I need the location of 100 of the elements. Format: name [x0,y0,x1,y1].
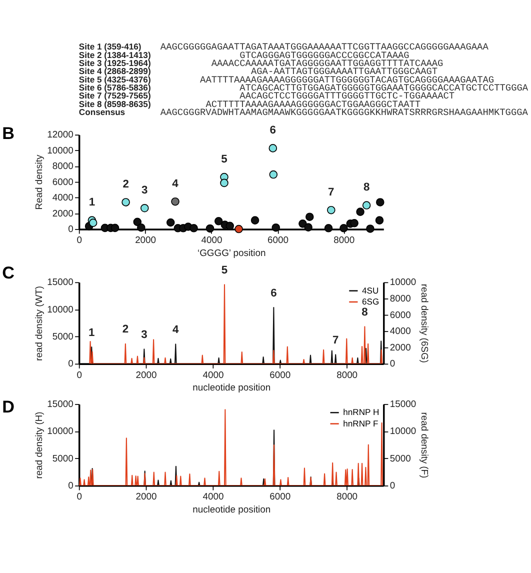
annotation: 6 [270,287,277,300]
legend-label: 4SU [362,285,379,296]
point [234,224,243,234]
x-tick-label: 8000 [334,234,355,246]
y-axis-title: Read density [32,154,44,210]
annotation: 8 [363,182,370,194]
y-tick-label: 8000 [52,160,74,172]
point [376,198,384,206]
y-tick-label: 15000 [47,398,74,410]
y2-tick-label: 8000 [390,292,411,304]
y-tick-label: 4000 [52,192,74,203]
y2-tick-label: 5000 [390,452,411,464]
point [350,219,358,228]
annotation: 2 [122,178,129,191]
legend-label: hnRNP H [343,407,380,418]
x-tick-label: 4000 [201,234,222,246]
y-axis-title: read density (WT) [32,286,44,361]
y-tick-label: 12000 [47,128,74,140]
point [304,223,312,232]
y2-tick-label: 10000 [390,276,416,288]
point [340,224,348,232]
point [206,224,214,233]
y-tick-label: 0 [68,223,74,234]
y-tick-label: 10000 [47,144,74,156]
x-tick-label: 8000 [336,490,358,502]
x-tick-label: 4000 [202,368,224,380]
y-tick-label: 2000 [52,207,74,218]
x-axis-title: nucleotide position [192,504,271,515]
x-axis-title: ‘GGGG’ position [197,247,266,258]
legend-label: 6SG [362,296,380,307]
y2-tick-label: 0 [390,358,396,369]
point [268,144,278,152]
y-axis-title: read density (H) [32,412,44,479]
point [133,218,142,226]
chart-title: B [2,122,15,143]
text: AAGCGGGRVADWHTAAMAGMAAWKGGGGGAATKGGGGKKHWRATSRRRGRSHAAGAAHMKTGGGA [160,107,528,118]
y-tick-label: 15000 [47,276,74,288]
y-tick-label: 5000 [52,330,74,342]
x-axis-title: nucleotide position [192,382,271,393]
annotation: 4 [172,324,180,336]
x-tick-label: 6000 [267,234,288,246]
point [327,206,336,214]
x-tick-label: 0 [76,368,82,380]
category-label: Site 1 (359-416) [78,42,142,52]
point [88,218,98,227]
y-tick-label: 6000 [52,176,74,187]
y2-axis-title: read density (F) [419,412,430,478]
point [305,212,314,221]
y2-tick-label: 4000 [390,325,411,336]
x-tick-label: 6000 [270,368,291,380]
annotation: 5 [221,264,228,277]
y2-tick-label: 2000 [390,341,411,352]
annotation: 8 [362,306,368,318]
annotation: 6 [270,124,276,137]
y-tick-label: 5000 [52,452,74,464]
y-tick-label: 0 [68,480,74,491]
category-label: Site 6 (5786-5836) [78,82,151,93]
point [366,224,374,233]
category-label: Site 7 (7529-7565) [78,90,151,101]
annotation: 3 [141,329,148,341]
point [220,178,228,188]
annotation: 3 [142,184,148,197]
x-tick-label: 8000 [336,368,358,380]
point [166,218,175,227]
y-tick-label: 0 [68,358,74,369]
point [375,216,384,224]
annotation: 2 [122,324,129,336]
category-label: Site 4 (2868-2899) [78,66,151,76]
x-tick-label: 2000 [136,368,157,380]
point [190,224,198,232]
y2-tick-label: 6000 [390,308,411,320]
annotation: 1 [88,196,96,209]
legend-label: hnRNP F [343,418,378,428]
x-tick-label: 0 [76,490,82,502]
point [110,224,120,232]
point [324,224,333,232]
y2-tick-label: 10000 [390,425,416,436]
point [269,170,278,179]
point [362,201,371,210]
x-tick-label: 4000 [202,490,224,502]
x-tick-label: 6000 [270,490,291,502]
point [171,197,180,206]
point [214,217,223,226]
line-series [89,284,383,364]
annotation: 7 [332,334,339,347]
point [122,198,130,206]
annotation: 1 [88,326,95,339]
point [272,223,280,232]
y-tick-label: 10000 [47,303,74,314]
point [140,204,149,212]
x-tick-label: 0 [76,234,82,246]
y2-axis-title: read density (6SG) [419,284,430,363]
annotation: 4 [172,178,180,190]
annotation: 5 [221,153,228,166]
y-tick-label: 10000 [47,425,74,436]
chart-title: C [2,262,15,283]
y2-tick-label: 0 [390,480,396,491]
point [137,223,146,232]
point [356,208,364,216]
chart-title: D [2,396,15,417]
